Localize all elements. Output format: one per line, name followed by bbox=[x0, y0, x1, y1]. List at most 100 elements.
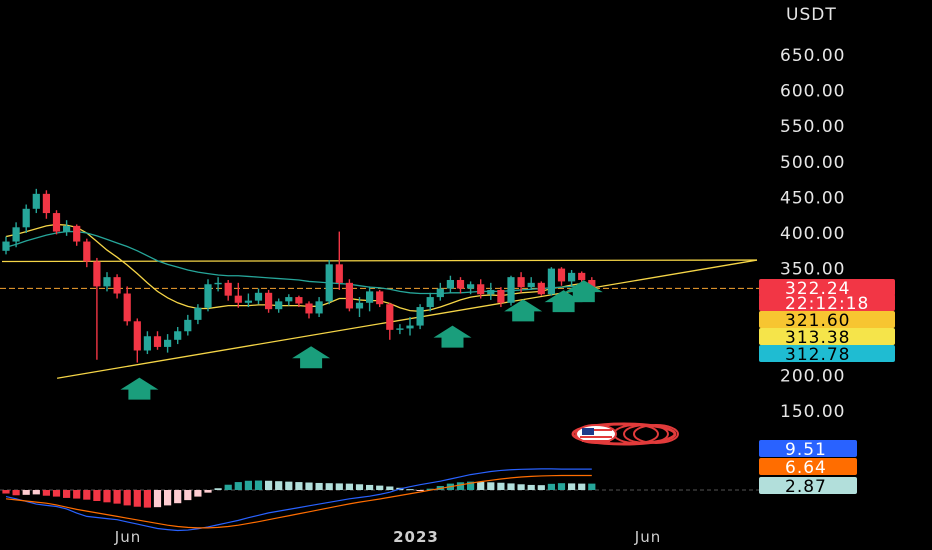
macd-histogram-bar bbox=[224, 484, 232, 490]
candle[interactable] bbox=[376, 289, 384, 308]
candle[interactable] bbox=[507, 275, 515, 306]
macd-signal-line[interactable] bbox=[5, 474, 592, 529]
price-badge[interactable]: 22:12:18 bbox=[759, 294, 895, 314]
indicator-badge-label: 9.51 bbox=[785, 440, 827, 460]
candle[interactable] bbox=[133, 318, 141, 363]
candle[interactable] bbox=[366, 286, 374, 312]
candle[interactable] bbox=[355, 297, 364, 318]
price-badge-label: 313.38 bbox=[785, 328, 850, 348]
candle[interactable] bbox=[52, 210, 61, 235]
candle[interactable] bbox=[537, 281, 545, 296]
macd-line[interactable] bbox=[5, 468, 592, 532]
candle-body bbox=[52, 213, 61, 232]
candle[interactable] bbox=[123, 286, 131, 326]
candle[interactable] bbox=[184, 314, 192, 336]
candle[interactable] bbox=[446, 275, 454, 293]
candle[interactable] bbox=[345, 279, 353, 312]
candle[interactable] bbox=[32, 188, 40, 214]
candle[interactable] bbox=[396, 324, 404, 335]
candle[interactable] bbox=[315, 297, 323, 318]
candle[interactable] bbox=[517, 272, 525, 293]
candle[interactable] bbox=[456, 277, 465, 294]
price-badge-bg bbox=[759, 328, 895, 345]
candle[interactable] bbox=[467, 281, 475, 295]
candle[interactable] bbox=[42, 190, 50, 219]
candle[interactable] bbox=[103, 272, 111, 292]
macd-histogram-bar bbox=[568, 483, 576, 490]
candle[interactable] bbox=[477, 279, 485, 299]
price-badge[interactable]: 312.78 bbox=[759, 345, 895, 365]
candle[interactable] bbox=[22, 204, 30, 233]
candle[interactable] bbox=[426, 292, 434, 312]
candle[interactable] bbox=[557, 267, 566, 286]
candle[interactable] bbox=[204, 279, 212, 312]
candle-body bbox=[93, 261, 101, 287]
macd-histogram-bar bbox=[42, 490, 50, 496]
macd-histogram-bar bbox=[133, 490, 141, 507]
candle[interactable] bbox=[527, 277, 535, 290]
candle[interactable] bbox=[73, 224, 81, 246]
candle[interactable] bbox=[254, 288, 263, 305]
candle[interactable] bbox=[325, 260, 333, 305]
candle[interactable] bbox=[83, 238, 91, 268]
flag-logo-icon[interactable] bbox=[571, 422, 679, 446]
macd-histogram-bar bbox=[153, 490, 162, 508]
candle[interactable] bbox=[285, 294, 293, 306]
candle[interactable] bbox=[2, 236, 10, 255]
candle[interactable] bbox=[497, 287, 505, 308]
candle[interactable] bbox=[12, 222, 20, 248]
price-badge[interactable]: 313.38 bbox=[759, 328, 895, 348]
macd-histogram-bar bbox=[507, 483, 515, 490]
macd-histogram-bar bbox=[315, 482, 323, 490]
candle[interactable] bbox=[295, 295, 303, 308]
candle-body bbox=[325, 264, 333, 302]
candle[interactable] bbox=[578, 271, 586, 283]
candle-body bbox=[355, 302, 364, 309]
candle[interactable] bbox=[406, 317, 414, 336]
candle[interactable] bbox=[153, 331, 162, 350]
candle[interactable] bbox=[164, 334, 172, 353]
price-badge[interactable]: 321.60 bbox=[759, 311, 895, 331]
candle-body bbox=[174, 331, 182, 340]
price-tick-label: 150.00 bbox=[780, 402, 845, 422]
candle-body bbox=[386, 304, 394, 330]
candle[interactable] bbox=[214, 277, 222, 292]
candle[interactable] bbox=[234, 282, 242, 308]
candle-body bbox=[254, 292, 263, 301]
candle-body bbox=[578, 272, 586, 280]
candle[interactable] bbox=[143, 331, 151, 355]
indicator-badge[interactable]: 6.64 bbox=[759, 458, 857, 478]
candle[interactable] bbox=[568, 270, 576, 288]
candle[interactable] bbox=[305, 301, 313, 319]
candle[interactable] bbox=[547, 267, 555, 296]
candle-body bbox=[537, 282, 545, 295]
candle-body bbox=[426, 297, 434, 308]
candle[interactable] bbox=[386, 302, 394, 340]
candle[interactable] bbox=[194, 304, 202, 325]
macd-histogram-bar bbox=[254, 480, 263, 490]
candle[interactable] bbox=[174, 326, 182, 345]
candle[interactable] bbox=[275, 298, 283, 313]
macd-histogram-bar bbox=[305, 482, 313, 490]
trendline[interactable] bbox=[1, 259, 758, 263]
candle[interactable] bbox=[224, 279, 232, 301]
candle[interactable] bbox=[487, 282, 495, 300]
price-badge-label: 321.60 bbox=[785, 311, 850, 331]
candle[interactable] bbox=[436, 282, 444, 301]
candle[interactable] bbox=[93, 257, 101, 360]
candle[interactable] bbox=[244, 293, 252, 308]
candle[interactable] bbox=[335, 231, 343, 290]
candle-body bbox=[396, 328, 404, 330]
candle[interactable] bbox=[265, 289, 273, 313]
trendline[interactable] bbox=[56, 259, 758, 379]
candle[interactable] bbox=[416, 304, 424, 330]
candle[interactable] bbox=[113, 274, 121, 299]
indicator-badge[interactable]: 9.51 bbox=[759, 440, 857, 460]
candle[interactable] bbox=[63, 220, 71, 236]
time-label-jun-2: Jun bbox=[634, 528, 661, 546]
macd-histogram-bar bbox=[2, 490, 10, 494]
candle-body bbox=[568, 272, 576, 282]
indicator-badge[interactable]: 2.87 bbox=[759, 477, 857, 497]
